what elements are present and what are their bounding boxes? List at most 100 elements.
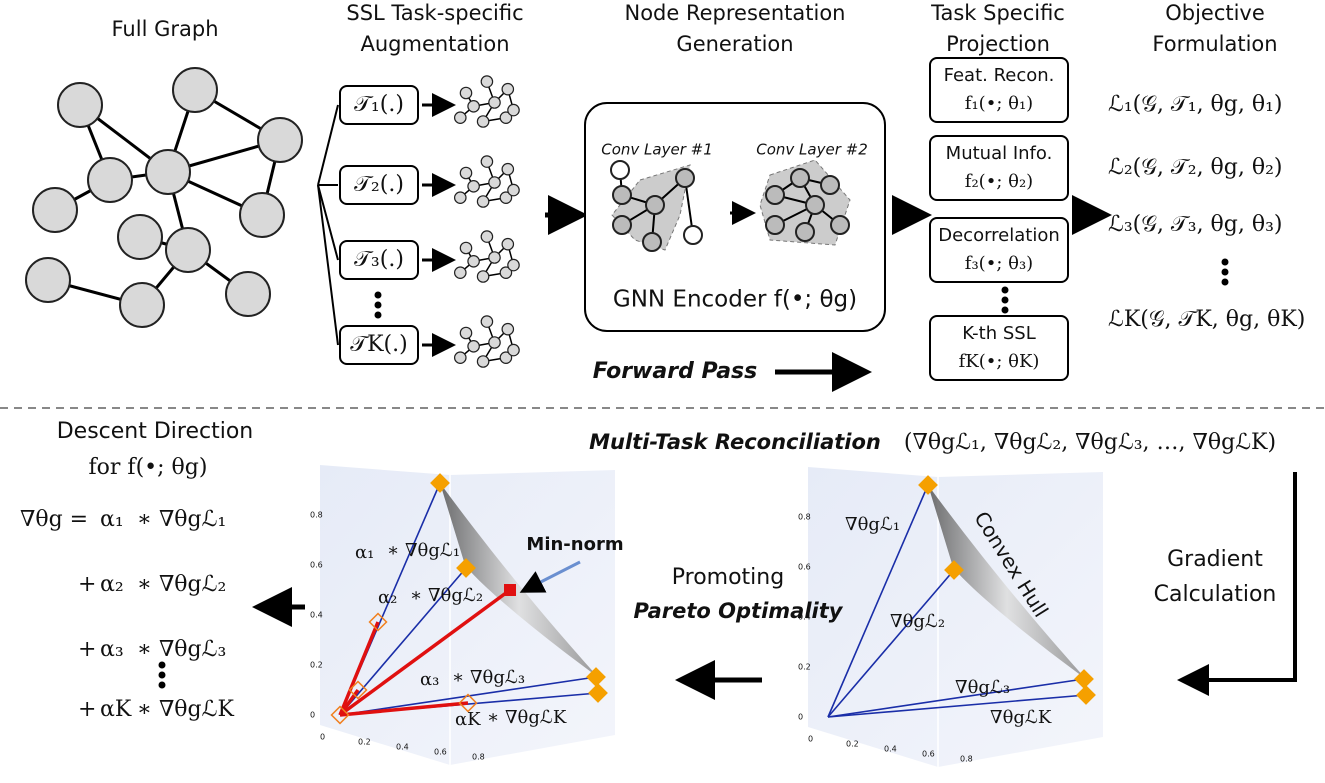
graph-node	[501, 322, 515, 336]
graph-node	[476, 355, 490, 368]
graph-node	[488, 96, 501, 109]
graph-node	[507, 343, 520, 357]
header: SSL Task-specific	[346, 1, 523, 25]
plot-coef: α₂	[378, 587, 397, 608]
plot-coef: α₁	[355, 542, 374, 563]
graph-node	[459, 166, 473, 180]
graph-node	[119, 282, 165, 328]
plot-tick: 0.2	[798, 663, 811, 672]
graph-node	[765, 185, 785, 205]
graph-node	[488, 251, 501, 264]
projection-box	[929, 135, 1069, 201]
graph-node	[612, 215, 632, 235]
flow-line	[1177, 472, 1297, 696]
plot-tick: 0	[808, 735, 813, 744]
graph-node	[805, 195, 825, 215]
plot-tick: 0.8	[960, 755, 973, 764]
plot-bg	[320, 465, 615, 765]
graph-node	[165, 227, 211, 273]
augmentation: 𝒯₁(.)	[354, 92, 404, 117]
connector	[338, 621, 380, 716]
plot-tick: 0.4	[310, 611, 323, 620]
projection-box	[929, 315, 1069, 381]
graph-node	[1001, 306, 1009, 314]
connector	[827, 678, 1085, 718]
graph-node	[257, 117, 303, 163]
plot-tick: 0	[798, 713, 803, 722]
vertex	[1076, 685, 1096, 705]
graph-node	[25, 257, 71, 303]
equation-coef: α₃	[100, 637, 124, 662]
equation-sign: +	[78, 697, 96, 722]
graph-node	[374, 291, 382, 299]
objective: ℒK(𝒢, 𝒯K, θg, θK)	[1108, 307, 1305, 332]
graph-node	[87, 157, 133, 203]
graph-node	[225, 271, 271, 317]
plot-grad: ∗ ∇θgℒK	[487, 707, 567, 728]
graph-node	[158, 681, 166, 689]
plot-tick: 0.8	[310, 511, 323, 520]
graph-node	[501, 162, 515, 176]
vertex	[586, 667, 606, 687]
graph-node	[507, 258, 520, 272]
graph-node	[501, 82, 515, 96]
graph-node	[499, 266, 513, 279]
plot-tick: 0.4	[884, 745, 897, 754]
graph-node	[158, 671, 166, 679]
graph-node	[765, 215, 785, 235]
graph-node	[1221, 278, 1229, 286]
graph-node	[476, 195, 490, 208]
graph-node	[239, 192, 285, 238]
reconciliation: Multi-Task Reconciliation	[589, 430, 881, 454]
graph-node	[642, 232, 662, 252]
header: Formulation	[1152, 32, 1277, 56]
graph-node	[57, 82, 103, 128]
plot-coef: α₃	[420, 669, 439, 690]
graph-node	[488, 336, 501, 349]
plot-tick: 0.6	[434, 748, 447, 757]
graph-node	[1221, 258, 1229, 266]
projection-func: f₁(•; θ₁)	[965, 93, 1033, 114]
graph-node	[488, 176, 501, 189]
graph-node	[790, 168, 810, 188]
connector	[338, 588, 512, 717]
vertex	[918, 475, 938, 495]
vertex	[1074, 669, 1094, 689]
header: Projection	[946, 32, 1050, 56]
plot-tick: 0.8	[798, 513, 811, 522]
projection-name: Decorrelation	[938, 225, 1060, 246]
graph-node	[467, 100, 480, 113]
graph-node	[1001, 286, 1009, 294]
plot-coef: αK	[455, 709, 481, 730]
aug-box	[339, 165, 419, 205]
graph-node	[32, 187, 78, 233]
plot-grad: ∇θgℒ₁	[845, 514, 900, 535]
header: Full Graph	[112, 17, 219, 41]
graph-node	[459, 86, 473, 100]
plot-grad: ∗ ∇θgℒ₂	[410, 585, 483, 606]
graph-node	[1221, 268, 1229, 276]
plot-grad: ∇θgℒK	[990, 707, 1052, 728]
projection-name: Mutual Info.	[946, 143, 1053, 164]
graph-node	[158, 661, 166, 669]
min-norm-point	[504, 584, 516, 596]
plot-tick: 0.4	[396, 743, 409, 752]
graph-node	[476, 115, 490, 128]
plot-grad: ∗ ∇θgℒ₁	[387, 540, 460, 561]
gradient-calc: Gradient	[1167, 547, 1263, 572]
plot-tick: 0.6	[922, 750, 935, 759]
graph-node	[374, 301, 382, 309]
header: Objective	[1165, 1, 1265, 25]
projection-name: K-th SSL	[962, 323, 1035, 344]
graph-node	[645, 195, 665, 215]
plot-bg	[808, 467, 1103, 767]
diamond	[458, 693, 478, 713]
graph-node	[172, 67, 218, 113]
graph-node	[480, 155, 494, 168]
min-norm-label: Min-norm	[526, 534, 623, 555]
plot-grad: ∇θgℒ₂	[890, 611, 945, 632]
connector	[339, 676, 597, 716]
vertex	[456, 558, 476, 578]
objective: ℒ₂(𝒢, 𝒯₂, θg, θ₂)	[1108, 155, 1283, 180]
